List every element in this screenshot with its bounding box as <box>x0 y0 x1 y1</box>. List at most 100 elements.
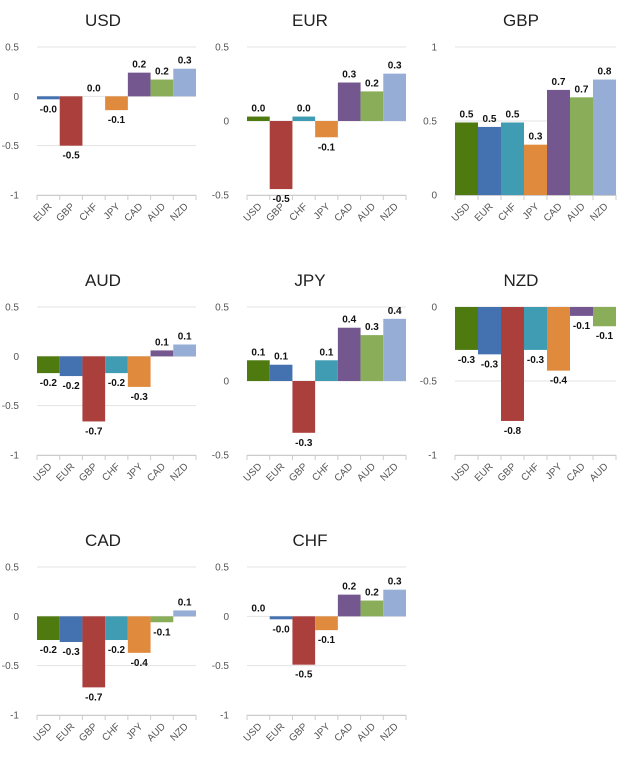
bar-cad <box>150 350 174 357</box>
x-tick-label: NZD <box>168 201 190 223</box>
x-tick-label: AUD <box>588 461 611 484</box>
data-label: 0.2 <box>365 588 379 599</box>
chart-title: AUD <box>85 271 121 290</box>
x-tick-label: GBP <box>77 461 100 484</box>
x-tick-label: EUR <box>54 461 77 484</box>
bar-chf <box>105 356 128 374</box>
data-label: -0.0 <box>272 624 290 635</box>
x-tick-label: CAD <box>333 721 356 744</box>
chart-aud: AUD 0.5 0 -0.5 -1 -0.2 USD -0.2 EUR -0.7 GBP -0.2 CH… <box>2 271 197 484</box>
chart-cad: CAD 0.5 0 -0.5 -1 -0.2 USD -0.3 EUR -0.7 GBP -0.2 CH… <box>2 531 197 744</box>
bar-gbp <box>59 96 83 146</box>
y-tick-label: 0 <box>13 612 19 623</box>
x-tick-label: JPY <box>102 201 123 222</box>
chart-title: USD <box>85 11 121 30</box>
data-label: -0.2 <box>40 645 58 656</box>
x-tick-label: CHF <box>496 201 518 223</box>
y-tick-label: 0.5 <box>5 563 19 574</box>
bar-cad <box>337 327 361 381</box>
x-tick-label: NZD <box>168 721 190 743</box>
bar-chf <box>105 616 128 641</box>
data-label: 0.7 <box>552 77 566 88</box>
data-label: 0.3 <box>365 322 379 333</box>
x-tick-label: CHF <box>519 461 541 483</box>
x-tick-label: AUD <box>355 201 378 224</box>
bar-gbp <box>82 616 106 688</box>
data-label: -0.3 <box>131 392 149 403</box>
bar-aud <box>150 79 174 97</box>
data-label: -0.5 <box>295 670 313 681</box>
x-tick-label: CAD <box>565 461 588 484</box>
data-label: 0.3 <box>178 56 192 67</box>
x-tick-label: JPY <box>125 721 146 742</box>
data-label: 0.3 <box>388 61 402 72</box>
bar-usd <box>37 616 60 641</box>
data-label: 0.1 <box>178 331 192 342</box>
bar-eur <box>37 96 60 100</box>
y-tick-label: 0.5 <box>215 43 229 54</box>
y-tick-label: -1 <box>10 711 19 722</box>
y-tick-label: -0.5 <box>2 141 20 152</box>
y-tick-label: -1 <box>428 451 437 462</box>
y-tick-label: 0 <box>223 117 229 128</box>
bar-nzd <box>383 73 406 121</box>
y-tick-label: -1 <box>10 191 19 202</box>
bar-chf <box>315 360 338 381</box>
data-label: -0.3 <box>295 438 313 449</box>
bar-jpy <box>547 307 570 371</box>
data-label: 0.1 <box>274 352 288 363</box>
data-label: 0.5 <box>483 114 497 125</box>
data-label: -0.1 <box>318 635 336 646</box>
bar-cad <box>337 594 361 617</box>
data-label: -0.2 <box>108 378 126 389</box>
bar-jpy <box>127 616 151 653</box>
bar-aud <box>360 600 384 617</box>
data-label: -0.1 <box>318 142 336 153</box>
y-tick-label: -0.5 <box>2 661 20 672</box>
data-label: -0.2 <box>108 645 126 656</box>
bar-gbp <box>292 381 316 433</box>
chart-title: CHF <box>293 531 328 550</box>
x-tick-label: AUD <box>145 721 168 744</box>
bar-jpy <box>315 616 338 631</box>
x-tick-label: USD <box>242 721 265 744</box>
chart-eur: EUR0.50-0.50.0USD-0.5GBP0.0CHF-0.1JPY0.3… <box>212 11 407 224</box>
bar-eur <box>269 364 293 381</box>
data-label: 0.0 <box>87 83 101 94</box>
x-tick-label: USD <box>242 201 265 224</box>
bar-gbp <box>292 616 316 665</box>
data-label: 0.0 <box>251 104 265 115</box>
y-tick-label: 0.5 <box>5 43 19 54</box>
data-label: 0.8 <box>598 67 612 78</box>
bar-usd <box>247 360 270 381</box>
data-label: 0.2 <box>342 582 356 593</box>
x-tick-label: AUD <box>565 201 588 224</box>
x-tick-label: USD <box>450 201 473 224</box>
x-tick-label: USD <box>242 461 265 484</box>
bar-usd <box>247 116 270 121</box>
y-tick-label: -0.5 <box>420 377 438 388</box>
bar-gbp <box>501 307 524 421</box>
x-tick-label: USD <box>32 461 55 484</box>
y-tick-label: -0.5 <box>212 451 230 462</box>
bar-nzd <box>173 610 196 617</box>
x-tick-label: EUR <box>264 461 287 484</box>
bar-nzd <box>383 589 406 617</box>
data-label: -0.4 <box>550 376 568 387</box>
chart-title: CAD <box>85 531 121 550</box>
bar-eur <box>478 307 501 355</box>
data-label: 0.1 <box>178 597 192 608</box>
bar-nzd <box>593 79 616 195</box>
bar-jpy <box>315 121 338 138</box>
bar-aud <box>150 616 174 623</box>
x-tick-label: JPY <box>312 201 333 222</box>
bar-eur <box>59 356 83 377</box>
data-label: 0.4 <box>388 306 402 317</box>
data-label: -0.8 <box>504 426 522 437</box>
bar-nzd <box>383 318 406 381</box>
x-tick-label: NZD <box>378 721 400 743</box>
data-label: 0.4 <box>342 315 356 326</box>
y-tick-label: -1 <box>10 451 19 462</box>
bar-chf <box>292 116 316 121</box>
